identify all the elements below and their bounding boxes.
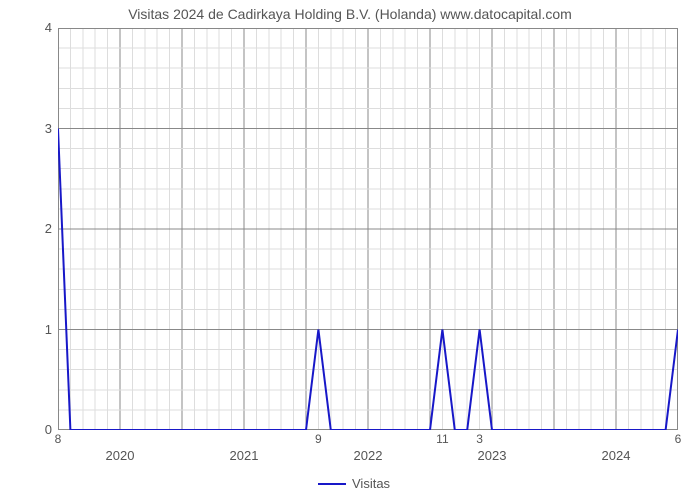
chart-container: { "chart": { "type": "line", "title": "V… (0, 0, 700, 500)
y-tick-label: 0 (22, 422, 52, 437)
x-tick-label: 2022 (354, 448, 383, 463)
chart-title: Visitas 2024 de Cadirkaya Holding B.V. (… (0, 6, 700, 22)
x-tick-label: 2021 (230, 448, 259, 463)
value-label: 9 (315, 432, 322, 446)
legend: Visitas (318, 476, 390, 491)
y-tick-label: 2 (22, 221, 52, 236)
chart-plot (58, 28, 678, 430)
value-label: 6 (675, 432, 682, 446)
x-tick-label: 2023 (478, 448, 507, 463)
legend-swatch (318, 483, 346, 485)
legend-label: Visitas (352, 476, 390, 491)
value-label: 3 (476, 432, 483, 446)
y-tick-label: 3 (22, 121, 52, 136)
value-label: 11 (436, 432, 448, 446)
value-label: 8 (55, 432, 62, 446)
x-tick-label: 2024 (602, 448, 631, 463)
y-tick-label: 1 (22, 322, 52, 337)
x-tick-label: 2020 (106, 448, 135, 463)
y-tick-label: 4 (22, 20, 52, 35)
